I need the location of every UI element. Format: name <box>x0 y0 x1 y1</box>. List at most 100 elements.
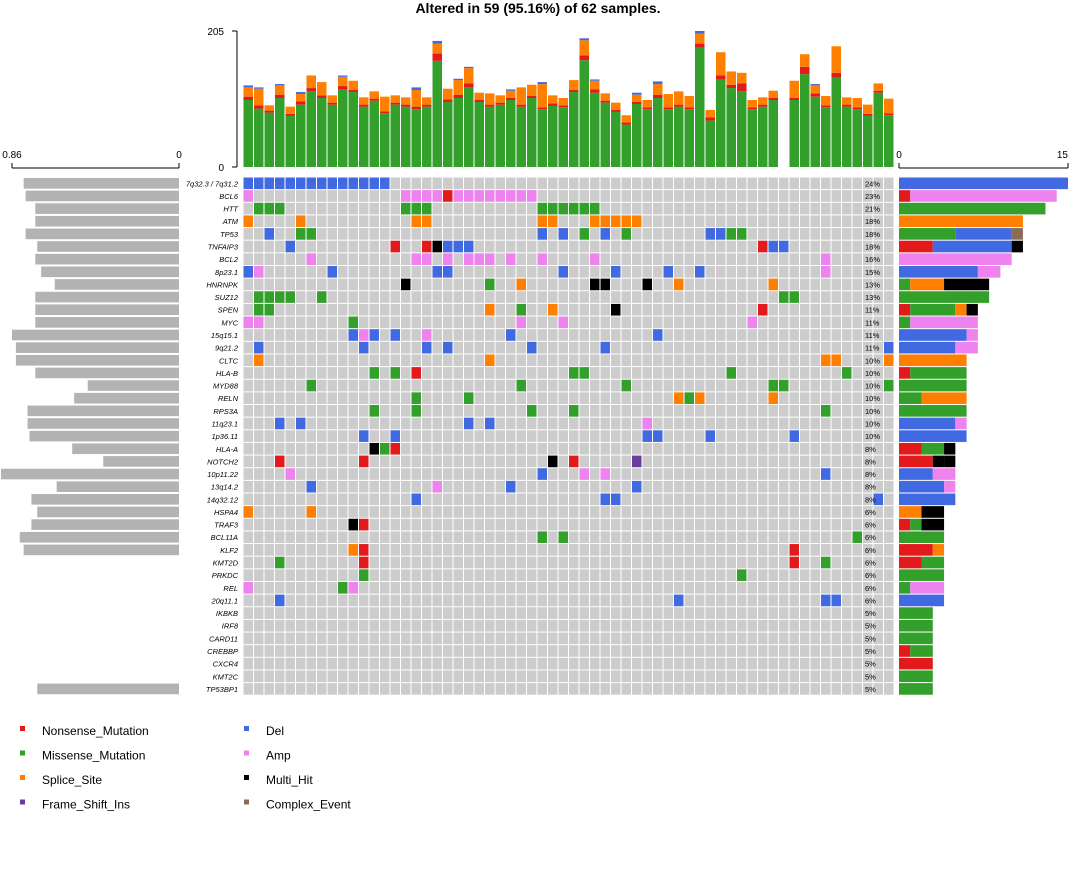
grid-cell <box>380 430 390 442</box>
grid-cell <box>642 594 652 607</box>
grid-cell <box>380 341 390 354</box>
grid-cell <box>485 177 495 190</box>
grid-cell <box>663 455 673 468</box>
tmb-bar-segment <box>621 124 631 167</box>
grid-cell <box>243 215 253 228</box>
grid-cell <box>285 253 295 265</box>
grid-cell <box>695 228 705 240</box>
grid-cell <box>821 379 831 392</box>
grid-cell <box>821 657 831 670</box>
grid-cell <box>653 657 663 670</box>
grid-cell <box>779 518 789 531</box>
grid-cell <box>432 531 442 544</box>
grid-cell <box>495 531 505 544</box>
grid-cell <box>684 177 694 190</box>
grid-cell <box>537 556 547 569</box>
grid-cell <box>705 177 715 190</box>
grid-cell <box>327 367 337 379</box>
grid-cell <box>779 670 789 683</box>
left-bar <box>15 354 179 366</box>
tmb-bar-segment <box>380 111 390 114</box>
grid-cell <box>579 531 589 544</box>
grid-cell <box>474 683 484 695</box>
grid-cell <box>432 392 442 405</box>
grid-cell <box>380 329 390 341</box>
grid-cell <box>653 291 663 303</box>
grid-cell <box>338 379 348 392</box>
grid-cell <box>821 430 831 442</box>
percent-label: 10% <box>865 394 880 403</box>
grid-cell <box>663 278 673 291</box>
grid-cell <box>737 392 747 405</box>
grid-cell <box>474 455 484 468</box>
grid-cell <box>348 544 358 556</box>
grid-cell <box>285 278 295 291</box>
grid-cell <box>800 506 810 518</box>
grid-cell <box>653 670 663 683</box>
grid-cell <box>789 493 799 506</box>
grid-cell <box>737 556 747 569</box>
grid-cell <box>359 594 369 607</box>
grid-cell <box>632 531 642 544</box>
grid-cell <box>306 392 316 405</box>
grid-cell <box>516 594 526 607</box>
grid-cell <box>369 544 379 556</box>
grid-cell <box>275 657 285 670</box>
grid-cell <box>453 594 463 607</box>
grid-cell <box>852 569 862 581</box>
tmb-bar-segment <box>737 91 747 167</box>
grid-cell <box>705 619 715 632</box>
tmb-bar-segment <box>306 75 316 89</box>
grid-cell <box>810 367 820 379</box>
grid-cell <box>306 683 316 695</box>
tmb-bar-segment <box>716 79 726 167</box>
tmb-bar-segment <box>590 80 600 90</box>
grid-cell <box>254 228 264 240</box>
grid-cell <box>821 468 831 480</box>
gene-label: SUZ12 <box>215 293 239 302</box>
grid-cell <box>317 379 327 392</box>
grid-cell <box>537 354 547 367</box>
grid-cell <box>800 215 810 228</box>
grid-cell <box>621 657 631 670</box>
grid-cell <box>852 215 862 228</box>
left-bar <box>103 456 179 467</box>
grid-cell <box>705 518 715 531</box>
grid-cell <box>789 455 799 468</box>
grid-cell <box>317 177 327 190</box>
grid-cell <box>821 265 831 278</box>
grid-cell <box>716 291 726 303</box>
grid-cell <box>653 632 663 645</box>
percent-label: 18% <box>865 230 880 239</box>
grid-cell <box>653 405 663 417</box>
grid-cell <box>254 531 264 544</box>
grid-cell <box>789 341 799 354</box>
grid-cell <box>422 316 432 329</box>
grid-cell <box>642 228 652 240</box>
gene-label: TRAF3 <box>214 521 239 530</box>
grid-cell <box>537 442 547 455</box>
grid-cell <box>516 291 526 303</box>
gene-bar-segment <box>899 556 922 569</box>
grid-cell <box>800 607 810 619</box>
grid-cell <box>768 265 778 278</box>
grid-cell <box>779 632 789 645</box>
tmb-bar-segment <box>653 98 663 167</box>
grid-cell <box>506 430 516 442</box>
grid-cell <box>516 480 526 493</box>
grid-cell <box>443 177 453 190</box>
grid-cell <box>821 291 831 303</box>
grid-cell <box>548 468 558 480</box>
grid-cell <box>411 417 421 430</box>
grid-cell <box>842 405 852 417</box>
grid-cell <box>737 607 747 619</box>
grid-cell <box>684 581 694 594</box>
grid-cell <box>422 480 432 493</box>
grid-cell <box>506 480 516 493</box>
tmb-bar-segment <box>558 105 568 108</box>
grid-cell <box>863 569 873 581</box>
tmb-bar-segment <box>296 101 306 105</box>
grid-cell <box>800 202 810 215</box>
grid-cell <box>821 683 831 695</box>
grid-cell <box>611 265 621 278</box>
